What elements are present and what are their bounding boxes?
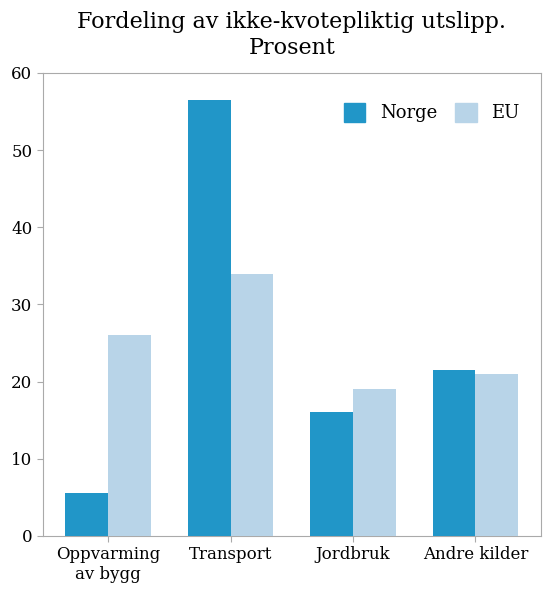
Bar bbox=[475, 374, 518, 536]
Title: Fordeling av ikke-kvotepliktig utslipp.
Prosent: Fordeling av ikke-kvotepliktig utslipp. … bbox=[77, 11, 506, 59]
Bar bbox=[310, 412, 353, 536]
Bar bbox=[108, 335, 151, 536]
Bar bbox=[66, 494, 108, 536]
Bar bbox=[188, 100, 231, 536]
Bar bbox=[231, 274, 273, 536]
Bar bbox=[433, 370, 475, 536]
Legend: Norge, EU: Norge, EU bbox=[337, 96, 527, 129]
Bar bbox=[353, 389, 396, 536]
